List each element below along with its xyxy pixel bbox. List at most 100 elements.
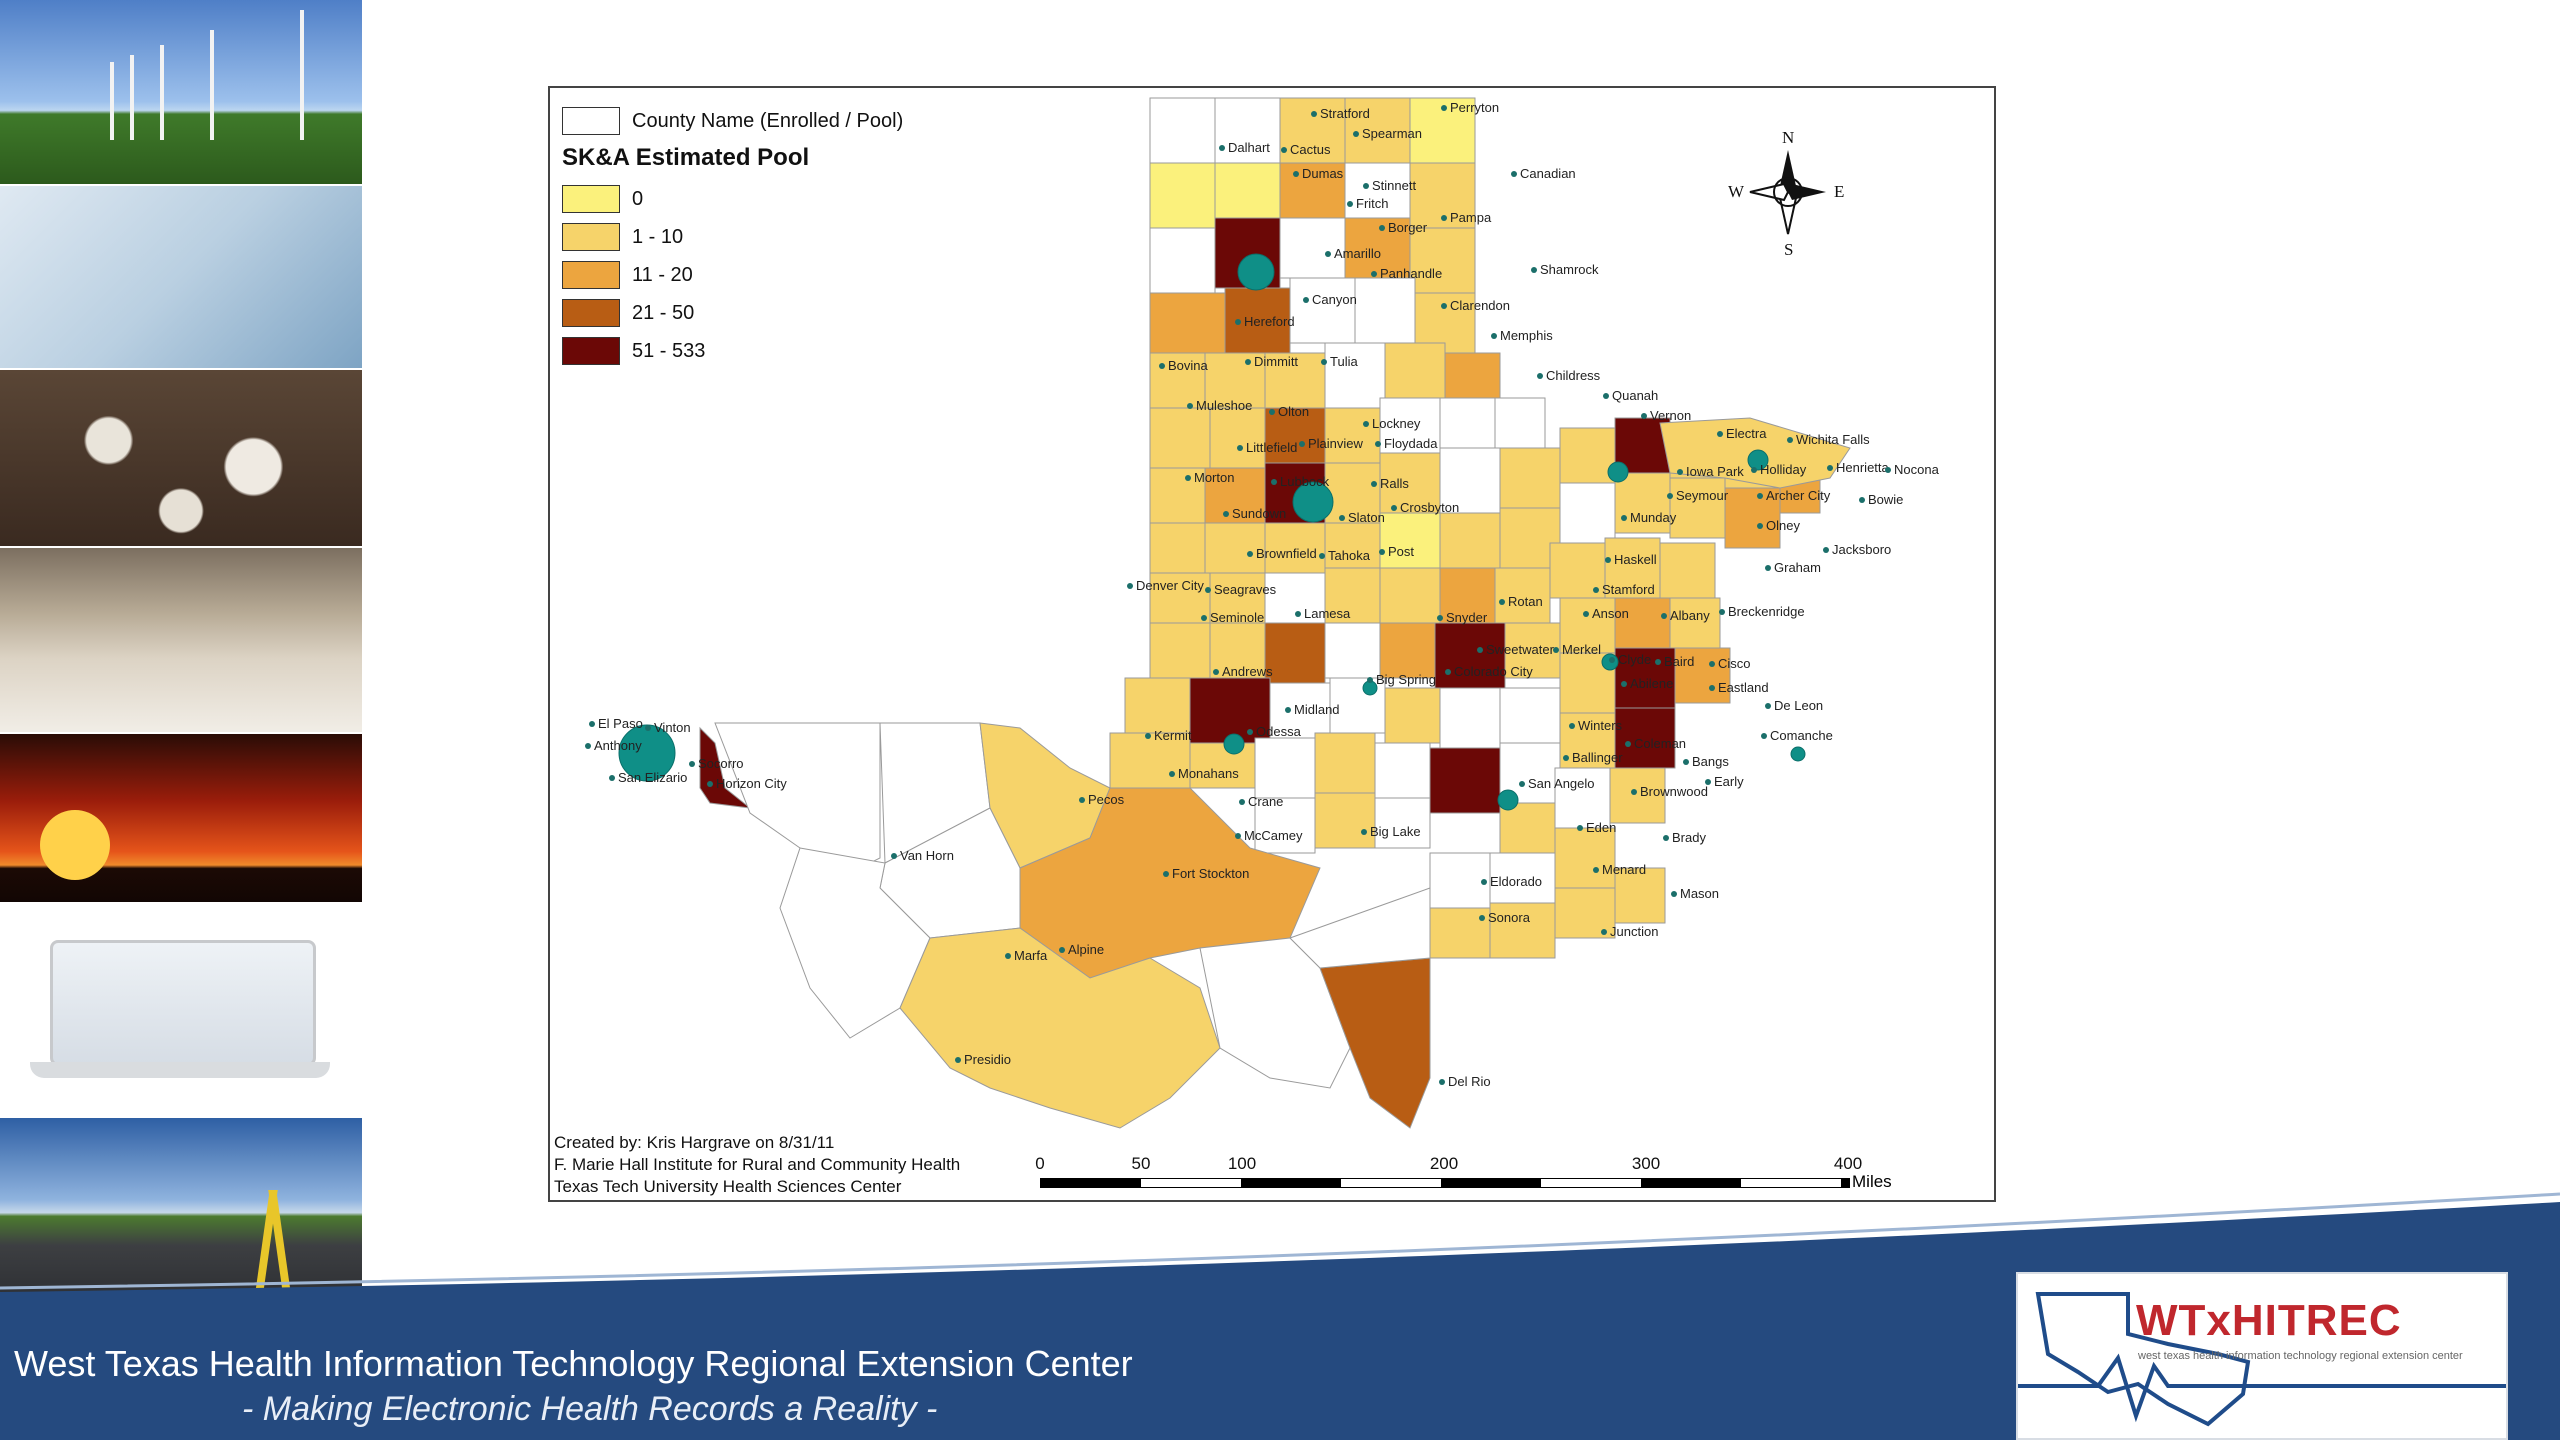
city-label: Bowie	[1868, 492, 1903, 507]
city-dot	[1667, 493, 1673, 499]
county-map: Perryton Stratford Spearman Dalhart Cactus Du…	[585, 97, 1940, 1129]
city-label: Shamrock	[1540, 262, 1599, 277]
city-dot	[1827, 465, 1833, 471]
city-label: Kermit	[1154, 728, 1192, 743]
county	[1264, 352, 1326, 409]
city-label: Lockney	[1372, 416, 1421, 431]
city-label: Colorado City	[1454, 664, 1533, 679]
city-dot	[1379, 225, 1385, 231]
city-dot	[1247, 551, 1253, 557]
city-label: Childress	[1546, 368, 1601, 383]
city-label: Nocona	[1894, 462, 1940, 477]
city-dot	[1563, 755, 1569, 761]
county	[1149, 292, 1226, 354]
scale-tick: 50	[1131, 1154, 1151, 1173]
credit-line: Texas Tech University Health Sciences Ce…	[554, 1177, 902, 1196]
city-dot	[707, 781, 713, 787]
county	[1279, 162, 1346, 219]
city-dot	[1223, 511, 1229, 517]
county	[1214, 162, 1281, 229]
city-label: Vinton	[654, 720, 691, 735]
enrollment-circle	[1362, 680, 1378, 696]
city-dot	[1311, 111, 1317, 117]
map-frame: Perryton Stratford Spearman Dalhart Cactus Du…	[548, 86, 1996, 1202]
legend-class-row: 51 - 533	[562, 332, 903, 370]
county	[1209, 622, 1266, 679]
legend-class-row: 1 - 10	[562, 218, 903, 256]
county	[1189, 677, 1271, 744]
credit-line: F. Marie Hall Institute for Rural and Co…	[554, 1155, 961, 1174]
enrollment-circle	[1292, 481, 1334, 523]
legend-swatch	[562, 299, 620, 327]
city-dot	[1005, 953, 1011, 959]
city-label: Vernon	[1650, 408, 1691, 423]
county	[1669, 477, 1726, 539]
city-label: Pampa	[1450, 210, 1492, 225]
legend-class-label: 21 - 50	[632, 301, 695, 324]
city-dot	[1631, 789, 1637, 795]
city-label: Electra	[1726, 426, 1767, 441]
city-label: McCamey	[1244, 828, 1303, 843]
city-dot	[1441, 215, 1447, 221]
city-label: Lamesa	[1304, 606, 1351, 621]
city-dot	[1371, 481, 1377, 487]
city-label: Brownwood	[1640, 784, 1708, 799]
county	[1499, 802, 1556, 854]
county	[1614, 707, 1676, 769]
city-label: Archer City	[1766, 488, 1831, 503]
city-label: Coleman	[1634, 736, 1686, 751]
city-label: Brownfield	[1256, 546, 1317, 561]
city-dot	[1663, 835, 1669, 841]
city-label: Holliday	[1760, 462, 1807, 477]
county	[1204, 522, 1266, 574]
city-label: Sonora	[1488, 910, 1531, 925]
city-dot	[1293, 171, 1299, 177]
city-label: Memphis	[1500, 328, 1553, 343]
county	[1324, 567, 1381, 624]
city-dot	[1375, 441, 1381, 447]
city-dot	[1445, 669, 1451, 675]
city-dot	[589, 721, 595, 727]
county	[1409, 227, 1476, 294]
city-dot	[1367, 677, 1373, 683]
city-label: Quanah	[1612, 388, 1658, 403]
compass-e: E	[1834, 182, 1845, 201]
city-dot	[1601, 929, 1607, 935]
county	[1494, 397, 1546, 449]
city-dot	[1499, 599, 1505, 605]
city-dot	[1761, 733, 1767, 739]
city-label: Menard	[1602, 862, 1646, 877]
city-dot	[1441, 303, 1447, 309]
laptop-base	[30, 1062, 330, 1078]
city-dot	[1145, 733, 1151, 739]
city-label: Graham	[1774, 560, 1821, 575]
city-label: Canyon	[1312, 292, 1357, 307]
county	[1559, 652, 1616, 714]
city-dot	[1859, 497, 1865, 503]
city-dot	[1163, 871, 1169, 877]
legend-class-label: 1 - 10	[632, 225, 684, 248]
legend-swatch	[562, 261, 620, 289]
legend-class-row: 21 - 50	[562, 294, 903, 332]
city-dot	[1391, 505, 1397, 511]
county	[1324, 342, 1386, 409]
county	[1379, 397, 1441, 454]
county	[1379, 622, 1436, 679]
city-dot	[1437, 615, 1443, 621]
city-label: Big Spring	[1376, 672, 1436, 687]
city-dot	[1379, 549, 1385, 555]
city-dot	[1439, 1079, 1445, 1085]
county	[1494, 567, 1551, 624]
city-label: El Paso	[598, 716, 643, 731]
city-dot	[1361, 829, 1367, 835]
city-dot	[1363, 183, 1369, 189]
city-label: Dumas	[1302, 166, 1344, 181]
city-dot	[1271, 479, 1277, 485]
enrollment-circle	[1223, 733, 1245, 755]
county	[1149, 467, 1206, 524]
scale-tick: 0	[1035, 1154, 1045, 1173]
scale-tick: 100	[1227, 1154, 1257, 1173]
city-dot	[1237, 445, 1243, 451]
city-label: Socorro	[698, 756, 744, 771]
city-dot	[1537, 373, 1543, 379]
